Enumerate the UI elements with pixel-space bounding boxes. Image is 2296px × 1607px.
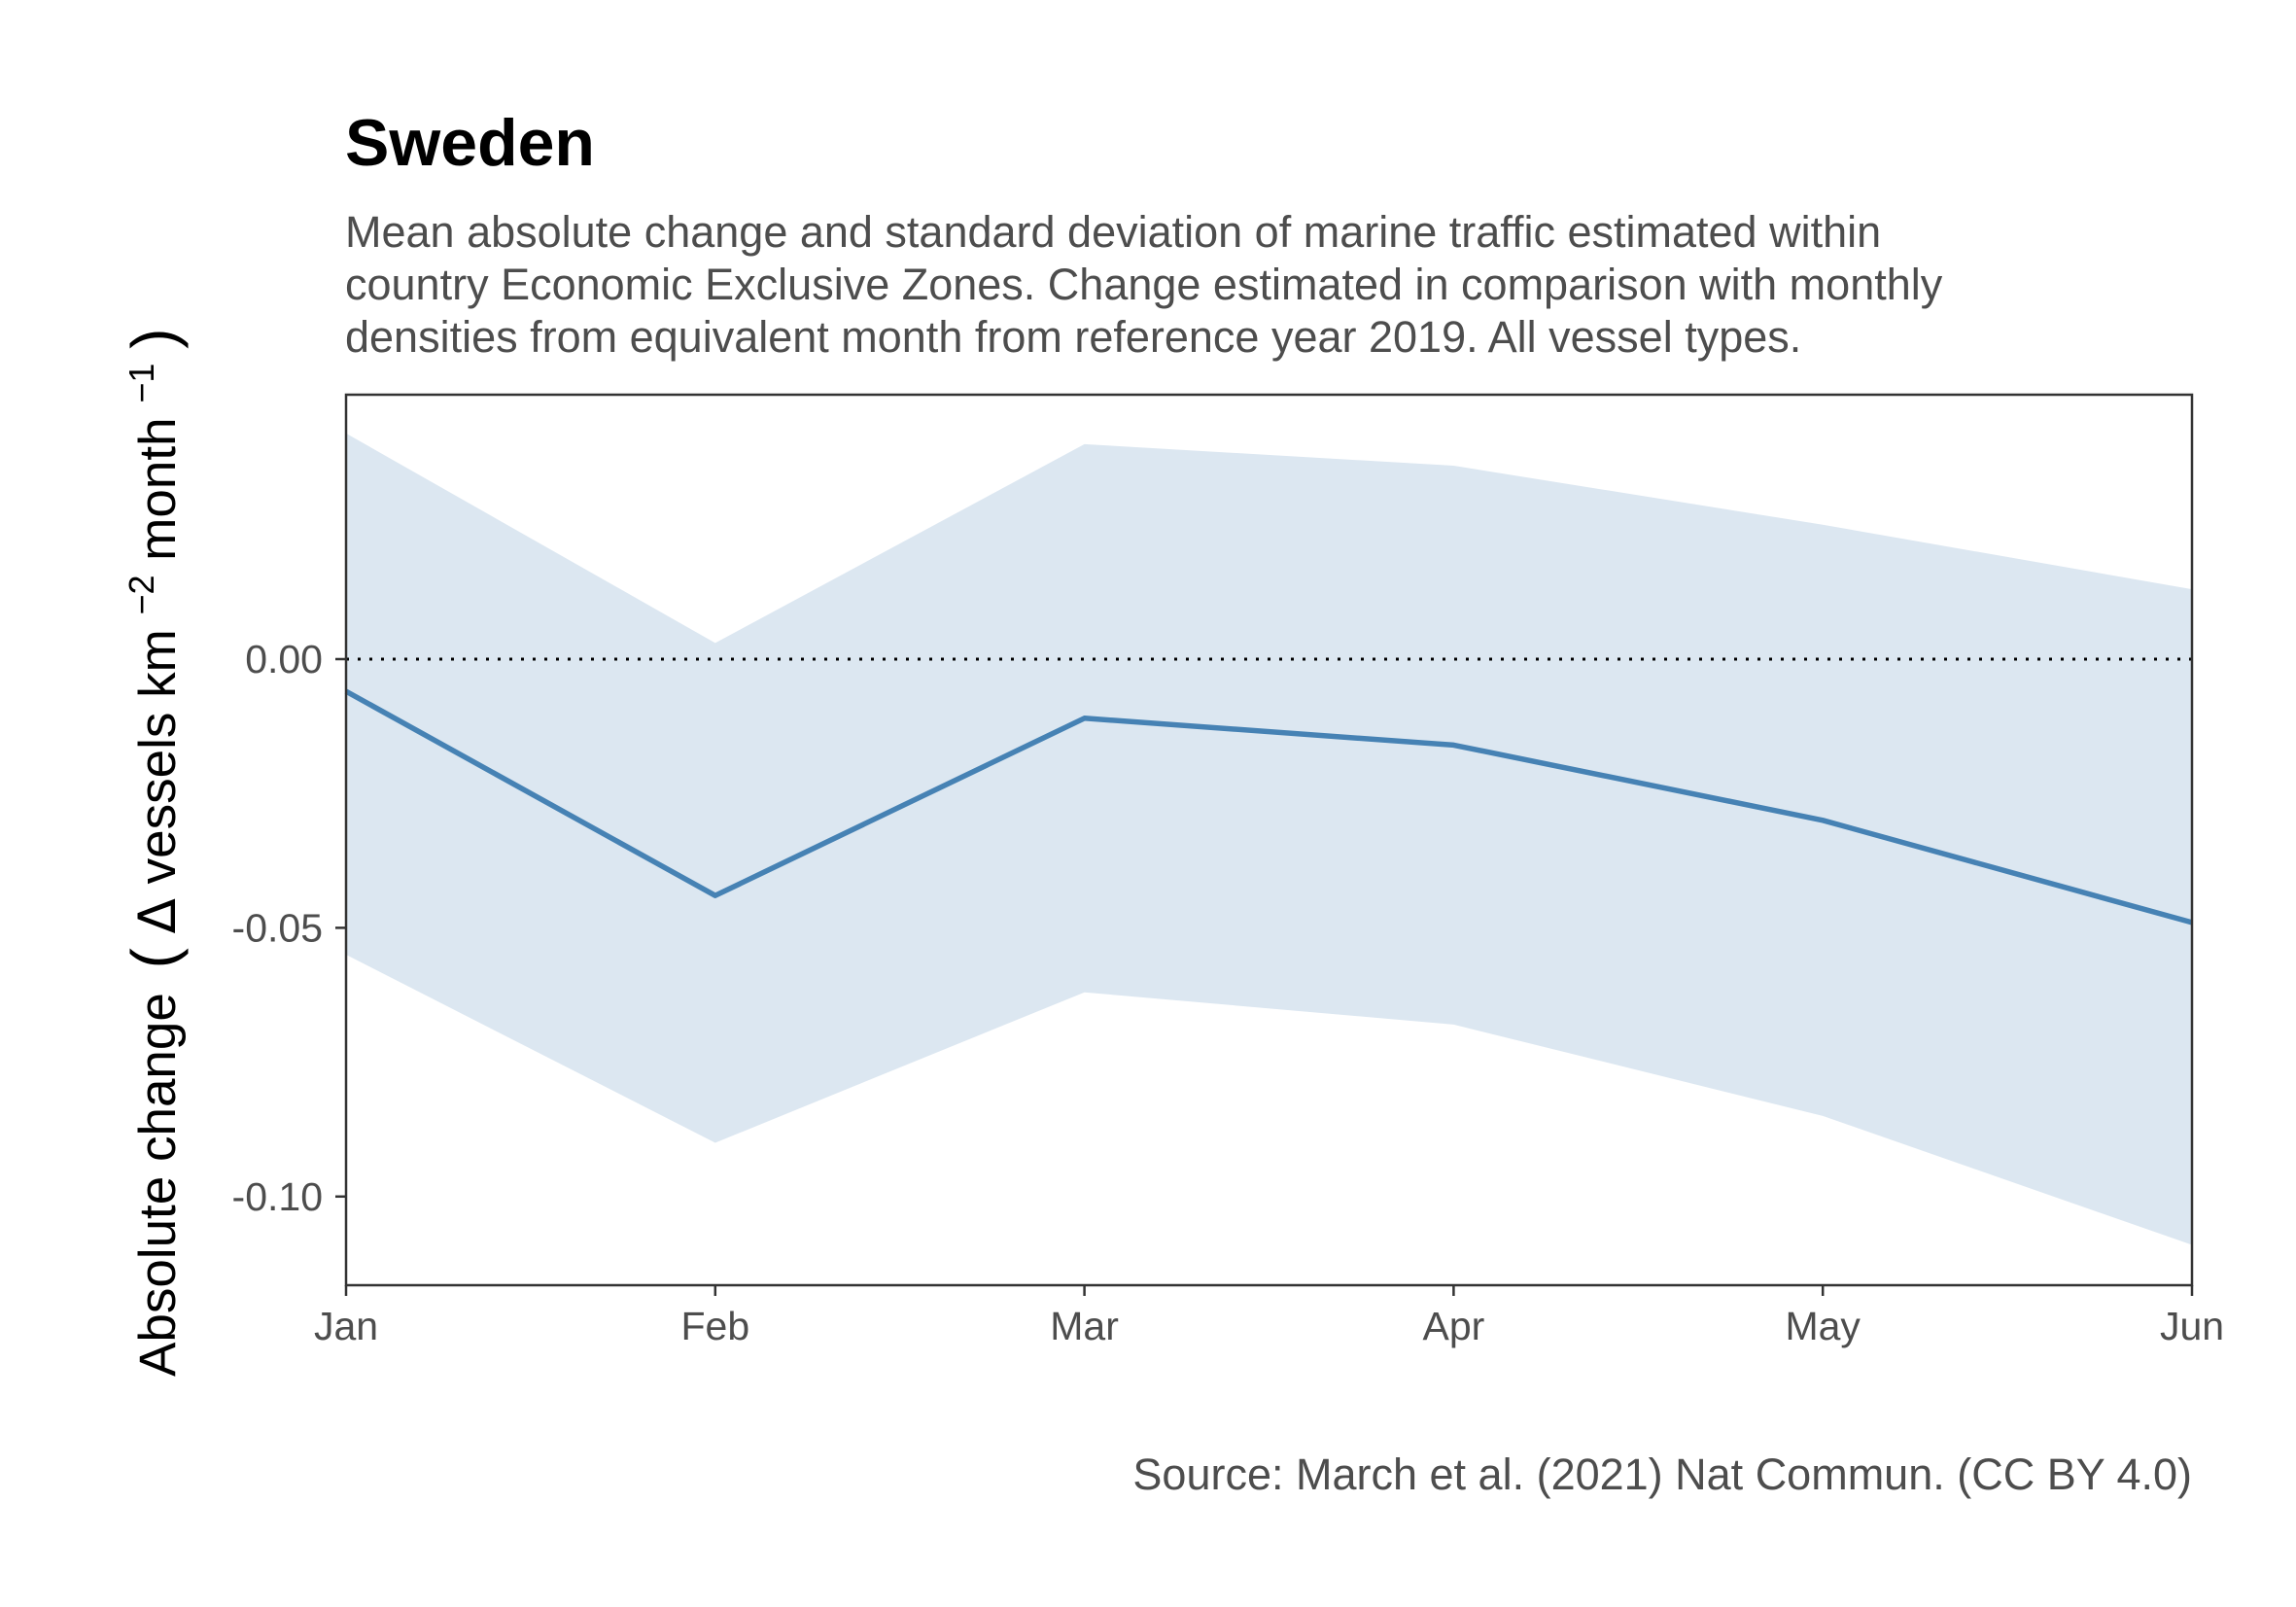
y-tick-label: -0.05 (232, 905, 323, 950)
y-tick-label: -0.10 (232, 1174, 323, 1219)
panel-border (344, 393, 2194, 1287)
data-point-mar (1082, 716, 1088, 721)
chart-title: Sweden (345, 106, 595, 180)
x-tick-label: Jan (314, 1304, 378, 1348)
y-axis-title-open-paren: ( (119, 948, 189, 968)
plot-area: 0.00 -0.05 -0.10 Jan Feb Mar Apr May Jun (232, 393, 2224, 1348)
y-tick-label: 0.00 (245, 637, 323, 681)
chart-subtitle-line-2: country Economic Exclusive Zones. Change… (345, 260, 1943, 309)
y-axis-title-main: Absolute change (129, 993, 187, 1377)
std-deviation-ribbon (346, 433, 2192, 1245)
y-axis-title-delta: Δ (128, 898, 188, 933)
y-axis-title-units-b: month (129, 417, 187, 560)
y-axis: 0.00 -0.05 -0.10 (232, 637, 346, 1219)
x-tick-label: Jun (2160, 1304, 2224, 1348)
data-point-may (1820, 818, 1826, 823)
source-caption: Source: March et al. (2021) Nat Commun. … (1132, 1450, 2192, 1499)
x-tick-label: May (1785, 1304, 1861, 1348)
data-point-apr (1450, 742, 1456, 748)
x-tick-label: Feb (680, 1304, 749, 1348)
y-axis-title-units-a: vessels km (129, 629, 187, 884)
data-point-feb (713, 892, 718, 898)
x-tick-label: Mar (1050, 1304, 1119, 1348)
y-axis-title: Absolute change ( Δ vessels km −2 month … (108, 329, 189, 1377)
y-axis-title-exponent-a: −2 (122, 575, 161, 614)
x-axis: Jan Feb Mar Apr May Jun (314, 1285, 2224, 1348)
y-axis-title-close-paren: ) (119, 329, 189, 349)
y-axis-title-exponent-b: −1 (122, 364, 161, 403)
chart-subtitle-line-1: Mean absolute change and standard deviat… (345, 207, 1881, 257)
chart-subtitle-line-3: densities from equivalent month from ref… (345, 312, 1801, 362)
x-tick-label: Apr (1422, 1304, 1484, 1348)
mean-change-line (344, 688, 2193, 926)
